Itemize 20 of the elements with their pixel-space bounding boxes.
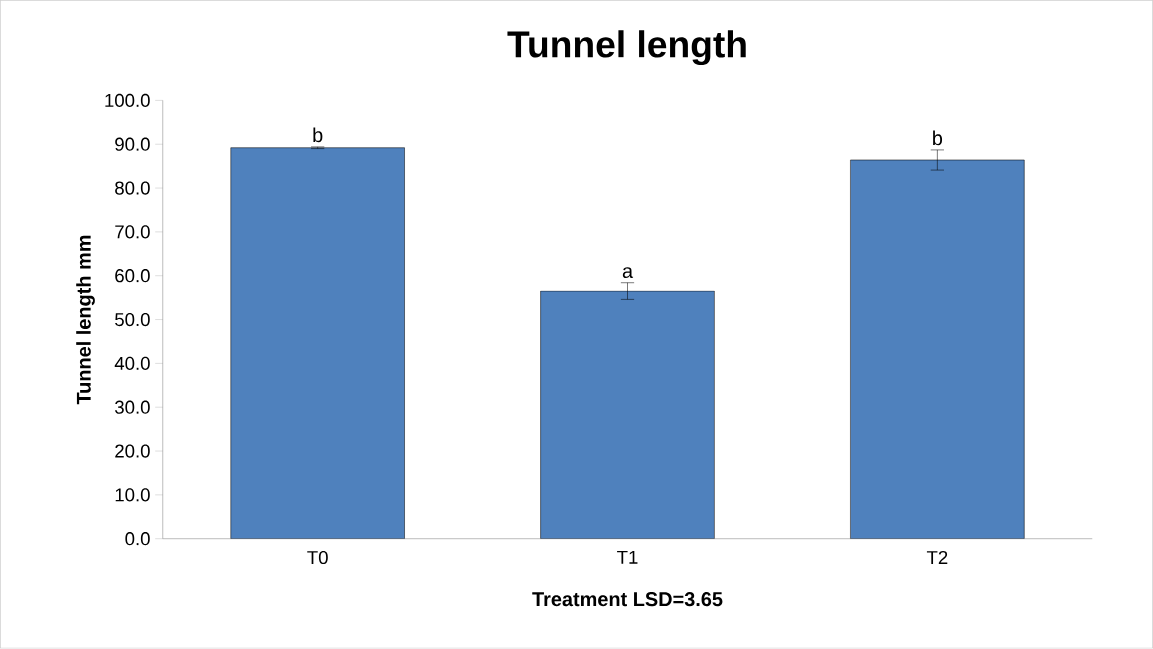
y-tick-label: 70.0	[115, 225, 150, 239]
data-label: a	[622, 267, 634, 279]
x-tick-label: T2	[926, 551, 948, 565]
data-label: b	[313, 127, 323, 143]
x-tick-label: T0	[307, 551, 328, 565]
y-tick-label: 40.0	[114, 357, 150, 371]
y-tick-label: 60.0	[115, 269, 150, 283]
y-tick-label: 50.0	[115, 313, 150, 327]
x-axis-title: Treatment LSD=3.65	[532, 592, 723, 607]
y-tick-label: 30.0	[115, 400, 150, 415]
data-label: b	[933, 130, 943, 146]
y-tick-label: 10.0	[115, 488, 150, 502]
y-tick-label: 20.0	[115, 444, 150, 458]
y-tick-label: 0.0	[125, 532, 150, 546]
y-tick-label: 80.0	[115, 181, 150, 195]
y-tick-label: 100.0	[105, 94, 150, 108]
x-tick-label: T1	[617, 551, 638, 564]
chart-title: Tunnel length	[507, 30, 746, 66]
y-tick-label: 90.0	[115, 137, 150, 152]
y-axis-title: Tunnel length mm	[76, 235, 95, 405]
